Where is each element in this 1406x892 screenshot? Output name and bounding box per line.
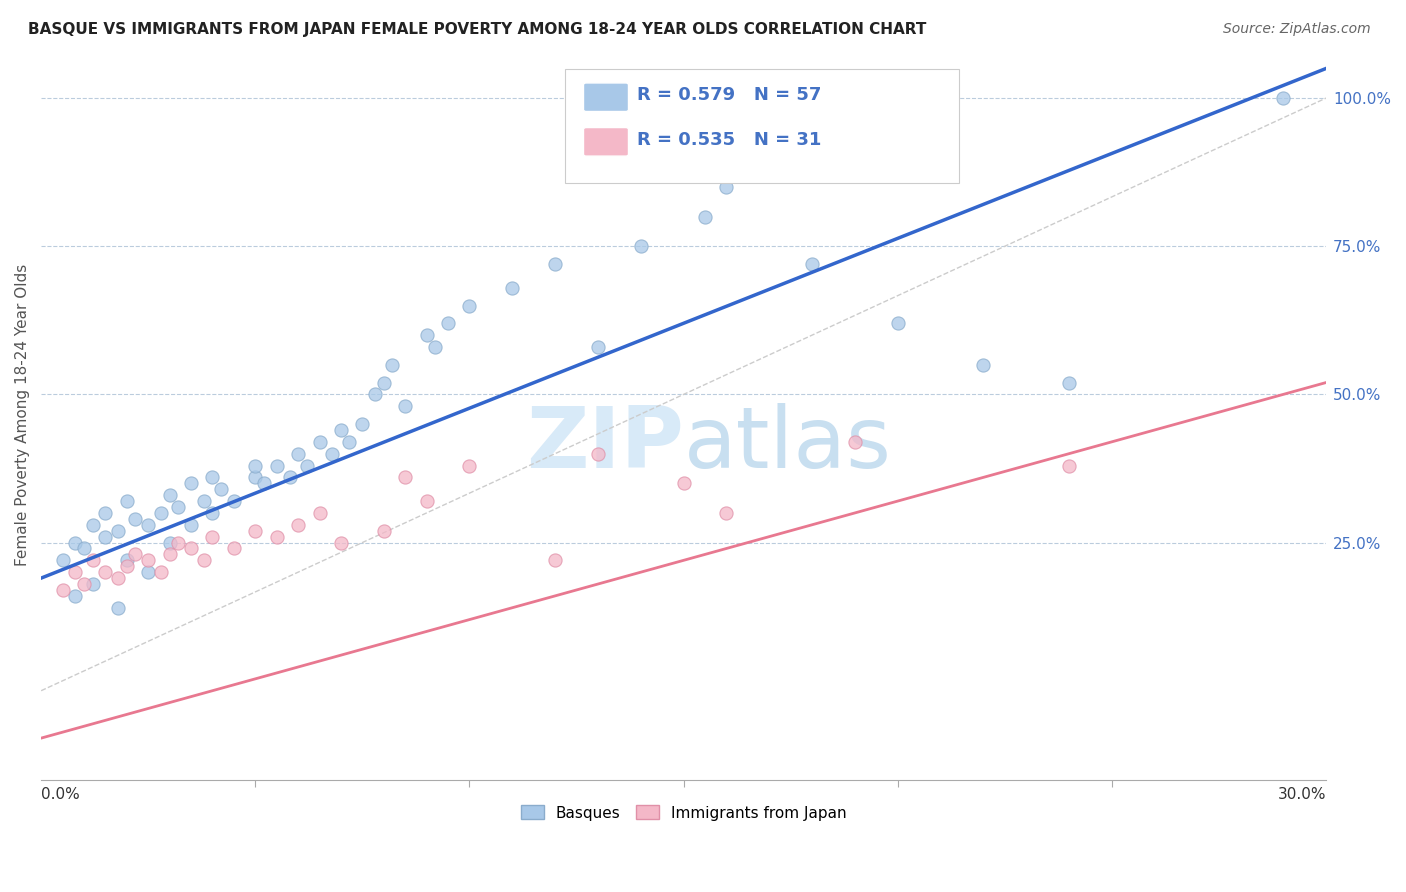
Point: [222, 541, 245, 556]
Point: [115, 559, 138, 574]
Point: [253, 476, 276, 491]
Point: [394, 399, 416, 413]
Point: [394, 470, 416, 484]
Text: 0.0%: 0.0%: [41, 787, 80, 802]
Point: [887, 316, 910, 330]
Point: [266, 458, 288, 473]
Point: [107, 524, 129, 538]
Point: [65, 535, 87, 549]
Point: [415, 494, 437, 508]
Text: R = 0.579   N = 57: R = 0.579 N = 57: [637, 87, 821, 104]
Point: [209, 482, 232, 496]
Point: [94, 506, 117, 520]
Point: [972, 358, 994, 372]
Point: [180, 541, 202, 556]
Point: [245, 458, 267, 473]
Point: [107, 571, 129, 585]
Point: [167, 500, 190, 514]
Point: [65, 565, 87, 579]
Point: [352, 417, 374, 431]
Text: R = 0.535   N = 31: R = 0.535 N = 31: [637, 131, 821, 149]
Point: [586, 340, 609, 354]
Point: [201, 470, 224, 484]
Point: [501, 281, 523, 295]
Point: [136, 553, 159, 567]
Point: [308, 434, 330, 449]
Point: [159, 548, 181, 562]
Point: [321, 447, 343, 461]
Point: [266, 530, 288, 544]
Point: [65, 589, 87, 603]
Point: [201, 506, 224, 520]
Point: [693, 210, 716, 224]
Point: [373, 376, 395, 390]
Y-axis label: Female Poverty Among 18-24 Year Olds: Female Poverty Among 18-24 Year Olds: [15, 264, 30, 566]
Text: Source: ZipAtlas.com: Source: ZipAtlas.com: [1223, 22, 1371, 37]
Legend: Basques, Immigrants from Japan: Basques, Immigrants from Japan: [515, 799, 852, 827]
Point: [437, 316, 460, 330]
Point: [278, 470, 301, 484]
Point: [201, 530, 224, 544]
Point: [1057, 458, 1080, 473]
Point: [329, 535, 352, 549]
Point: [672, 476, 695, 491]
Point: [287, 447, 309, 461]
Point: [844, 434, 866, 449]
Point: [159, 488, 181, 502]
Point: [82, 577, 104, 591]
Text: 30.0%: 30.0%: [1278, 787, 1326, 802]
Point: [124, 548, 146, 562]
Point: [458, 298, 481, 312]
Text: ZIP: ZIP: [526, 403, 683, 486]
Point: [94, 565, 117, 579]
Point: [159, 535, 181, 549]
Point: [586, 447, 609, 461]
Point: [329, 423, 352, 437]
Point: [222, 494, 245, 508]
Point: [364, 387, 387, 401]
Point: [287, 517, 309, 532]
Point: [51, 553, 73, 567]
Point: [150, 565, 173, 579]
Text: atlas: atlas: [683, 403, 891, 486]
Point: [124, 512, 146, 526]
Point: [295, 458, 318, 473]
Point: [425, 340, 447, 354]
Point: [51, 582, 73, 597]
Point: [193, 553, 215, 567]
Point: [716, 180, 738, 194]
Point: [1272, 91, 1295, 105]
Point: [136, 565, 159, 579]
Point: [716, 506, 738, 520]
Point: [381, 358, 404, 372]
Point: [107, 600, 129, 615]
Point: [73, 541, 96, 556]
Point: [167, 535, 190, 549]
Point: [415, 328, 437, 343]
Point: [115, 553, 138, 567]
Point: [193, 494, 215, 508]
Point: [82, 553, 104, 567]
Point: [308, 506, 330, 520]
Point: [544, 553, 567, 567]
Point: [180, 517, 202, 532]
Point: [136, 517, 159, 532]
Point: [150, 506, 173, 520]
Point: [245, 470, 267, 484]
Point: [339, 434, 361, 449]
Point: [1057, 376, 1080, 390]
Point: [82, 517, 104, 532]
Point: [180, 476, 202, 491]
Point: [801, 257, 824, 271]
Point: [458, 458, 481, 473]
Point: [245, 524, 267, 538]
Text: BASQUE VS IMMIGRANTS FROM JAPAN FEMALE POVERTY AMONG 18-24 YEAR OLDS CORRELATION: BASQUE VS IMMIGRANTS FROM JAPAN FEMALE P…: [28, 22, 927, 37]
Point: [630, 239, 652, 253]
Point: [373, 524, 395, 538]
Point: [94, 530, 117, 544]
Point: [544, 257, 567, 271]
Point: [73, 577, 96, 591]
Point: [115, 494, 138, 508]
